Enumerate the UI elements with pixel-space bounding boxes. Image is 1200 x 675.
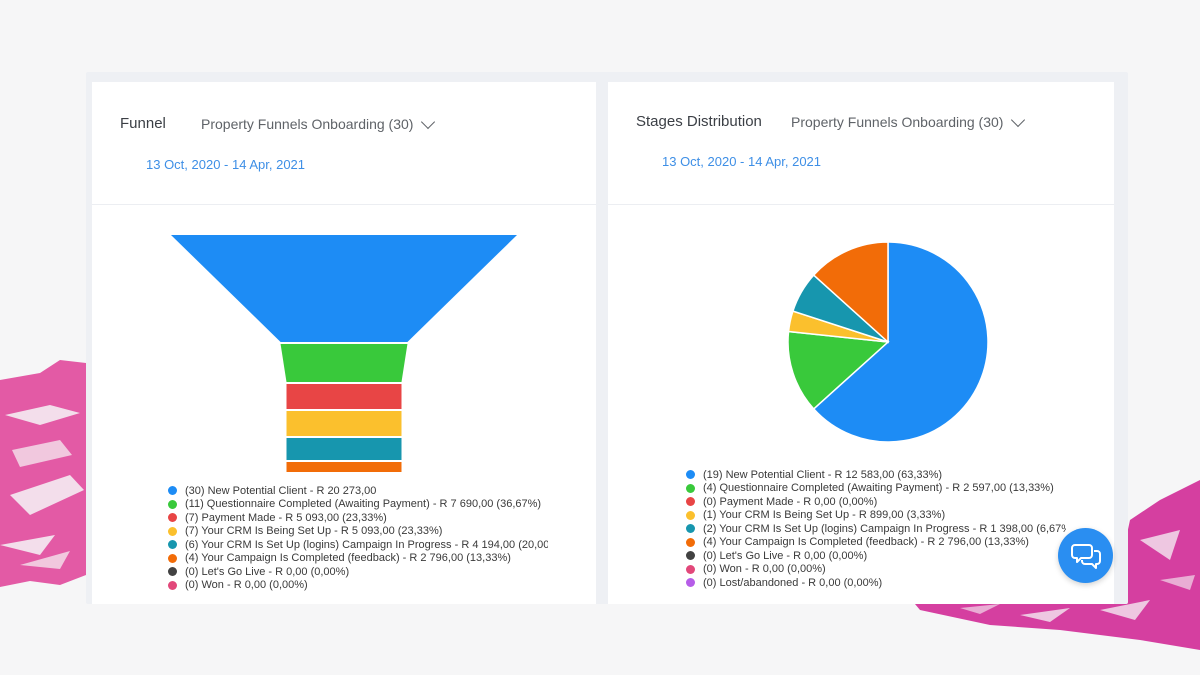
legend-label: (1) Your CRM Is Being Set Up - R 899,00 … <box>703 509 946 522</box>
chat-button[interactable] <box>1058 528 1113 583</box>
pink-brush-splash-left <box>0 360 86 587</box>
legend-label: (7) Your CRM Is Being Set Up - R 5 093,0… <box>185 525 443 538</box>
stages-legend-item[interactable]: (0) Payment Made - R 0,00 (0,00%) <box>686 495 1066 509</box>
funnel-segment[interactable] <box>286 438 402 460</box>
funnel-legend-item[interactable]: (7) Your CRM Is Being Set Up - R 5 093,0… <box>168 525 548 539</box>
legend-dot-icon <box>168 540 177 550</box>
legend-dot-icon <box>168 526 177 536</box>
stages-legend-item[interactable]: (19) New Potential Client - R 12 583,00 … <box>686 468 1066 482</box>
legend-dot-icon <box>168 486 177 496</box>
legend-dot-icon <box>168 553 177 563</box>
funnel-card: Funnel Property Funnels Onboarding (30) … <box>92 82 596 604</box>
legend-dot-icon <box>686 551 695 561</box>
legend-dot-icon <box>686 497 695 507</box>
chevron-down-icon <box>1011 112 1026 127</box>
legend-dot-icon <box>686 564 695 574</box>
legend-label: (2) Your CRM Is Set Up (logins) Campaign… <box>703 522 1066 535</box>
funnel-legend-item[interactable]: (11) Questionnaire Completed (Awaiting P… <box>168 498 548 512</box>
legend-dot-icon <box>686 524 695 534</box>
stages-title: Stages Distribution <box>636 113 762 130</box>
funnel-pipeline-dropdown[interactable]: Property Funnels Onboarding (30) <box>201 114 436 132</box>
funnel-legend-item[interactable]: (4) Your Campaign Is Completed (feedback… <box>168 552 548 566</box>
funnel-card-header: Funnel Property Funnels Onboarding (30) … <box>92 82 596 205</box>
legend-label: (4) Questionnaire Completed (Awaiting Pa… <box>703 482 1054 495</box>
funnel-title: Funnel <box>120 115 166 132</box>
stages-pipeline-dropdown[interactable]: Property Funnels Onboarding (30) <box>791 112 1026 130</box>
legend-dot-icon <box>686 578 695 588</box>
stages-card-header: Stages Distribution Property Funnels Onb… <box>608 82 1114 205</box>
pink-brush-splash-right <box>910 480 1200 650</box>
pie-slice[interactable] <box>812 241 989 443</box>
stages-legend: (19) New Potential Client - R 12 583,00 … <box>686 468 1066 590</box>
stages-legend-item[interactable]: (2) Your CRM Is Set Up (logins) Campaign… <box>686 522 1066 536</box>
funnel-segment[interactable] <box>171 235 517 342</box>
legend-label: (0) Let's Go Live - R 0,00 (0,00%) <box>703 549 868 562</box>
stages-pie-chart <box>787 241 989 443</box>
stages-legend-item[interactable]: (1) Your CRM Is Being Set Up - R 899,00 … <box>686 509 1066 523</box>
legend-label: (4) Your Campaign Is Completed (feedback… <box>185 552 511 565</box>
chat-bubbles-icon <box>1070 543 1101 569</box>
funnel-segment[interactable] <box>286 462 402 472</box>
pie-slice[interactable] <box>812 241 889 344</box>
pie-slice[interactable] <box>787 330 890 410</box>
stages-date-range[interactable]: 13 Oct, 2020 - 14 Apr, 2021 <box>662 154 822 169</box>
legend-label: (19) New Potential Client - R 12 583,00 … <box>703 468 943 481</box>
funnel-legend-item[interactable]: (6) Your CRM Is Set Up (logins) Campaign… <box>168 538 548 552</box>
funnel-segment[interactable] <box>286 384 402 409</box>
funnel-legend: (30) New Potential Client - R 20 273,00(… <box>168 484 548 592</box>
legend-dot-icon <box>686 483 695 493</box>
legend-dot-icon <box>686 510 695 520</box>
legend-label: (4) Your Campaign Is Completed (feedback… <box>703 536 1029 549</box>
legend-label: (0) Won - R 0,00 (0,00%) <box>185 579 308 592</box>
legend-label: (0) Let's Go Live - R 0,00 (0,00%) <box>185 565 350 578</box>
legend-label: (7) Payment Made - R 5 093,00 (23,33%) <box>185 511 387 524</box>
funnel-legend-item[interactable]: (30) New Potential Client - R 20 273,00 <box>168 484 548 498</box>
stages-legend-item[interactable]: (0) Won - R 0,00 (0,00%) <box>686 563 1066 577</box>
legend-label: (0) Won - R 0,00 (0,00%) <box>703 563 826 576</box>
legend-label: (0) Lost/abandoned - R 0,00 (0,00%) <box>703 576 883 589</box>
legend-dot-icon <box>168 567 177 577</box>
legend-dot-icon <box>686 470 695 480</box>
stages-legend-item[interactable]: (4) Your Campaign Is Completed (feedback… <box>686 536 1066 550</box>
funnel-legend-item[interactable]: (7) Payment Made - R 5 093,00 (23,33%) <box>168 511 548 525</box>
funnel-segment[interactable] <box>286 411 402 436</box>
funnel-segment[interactable] <box>280 344 408 382</box>
legend-dot-icon <box>168 580 177 590</box>
legend-label: (6) Your CRM Is Set Up (logins) Campaign… <box>185 538 548 551</box>
stages-pipeline-dropdown-label: Property Funnels Onboarding (30) <box>791 114 1004 130</box>
legend-label: (30) New Potential Client - R 20 273,00 <box>185 484 377 497</box>
legend-label: (0) Payment Made - R 0,00 (0,00%) <box>703 495 878 508</box>
funnel-date-range[interactable]: 13 Oct, 2020 - 14 Apr, 2021 <box>146 157 306 172</box>
stages-card: Stages Distribution Property Funnels Onb… <box>608 82 1114 604</box>
funnel-legend-item[interactable]: (0) Let's Go Live - R 0,00 (0,00%) <box>168 565 548 579</box>
funnel-legend-item[interactable]: (0) Won - R 0,00 (0,00%) <box>168 579 548 593</box>
legend-dot-icon <box>686 537 695 547</box>
stages-legend-item[interactable]: (0) Let's Go Live - R 0,00 (0,00%) <box>686 549 1066 563</box>
legend-label: (11) Questionnaire Completed (Awaiting P… <box>185 498 542 511</box>
funnel-chart <box>171 235 517 472</box>
legend-dot-icon <box>168 499 177 509</box>
stages-legend-item[interactable]: (0) Lost/abandoned - R 0,00 (0,00%) <box>686 576 1066 590</box>
funnel-pipeline-dropdown-label: Property Funnels Onboarding (30) <box>201 116 414 132</box>
stages-legend-item[interactable]: (4) Questionnaire Completed (Awaiting Pa… <box>686 482 1066 496</box>
legend-dot-icon <box>168 513 177 523</box>
chevron-down-icon <box>421 114 436 129</box>
